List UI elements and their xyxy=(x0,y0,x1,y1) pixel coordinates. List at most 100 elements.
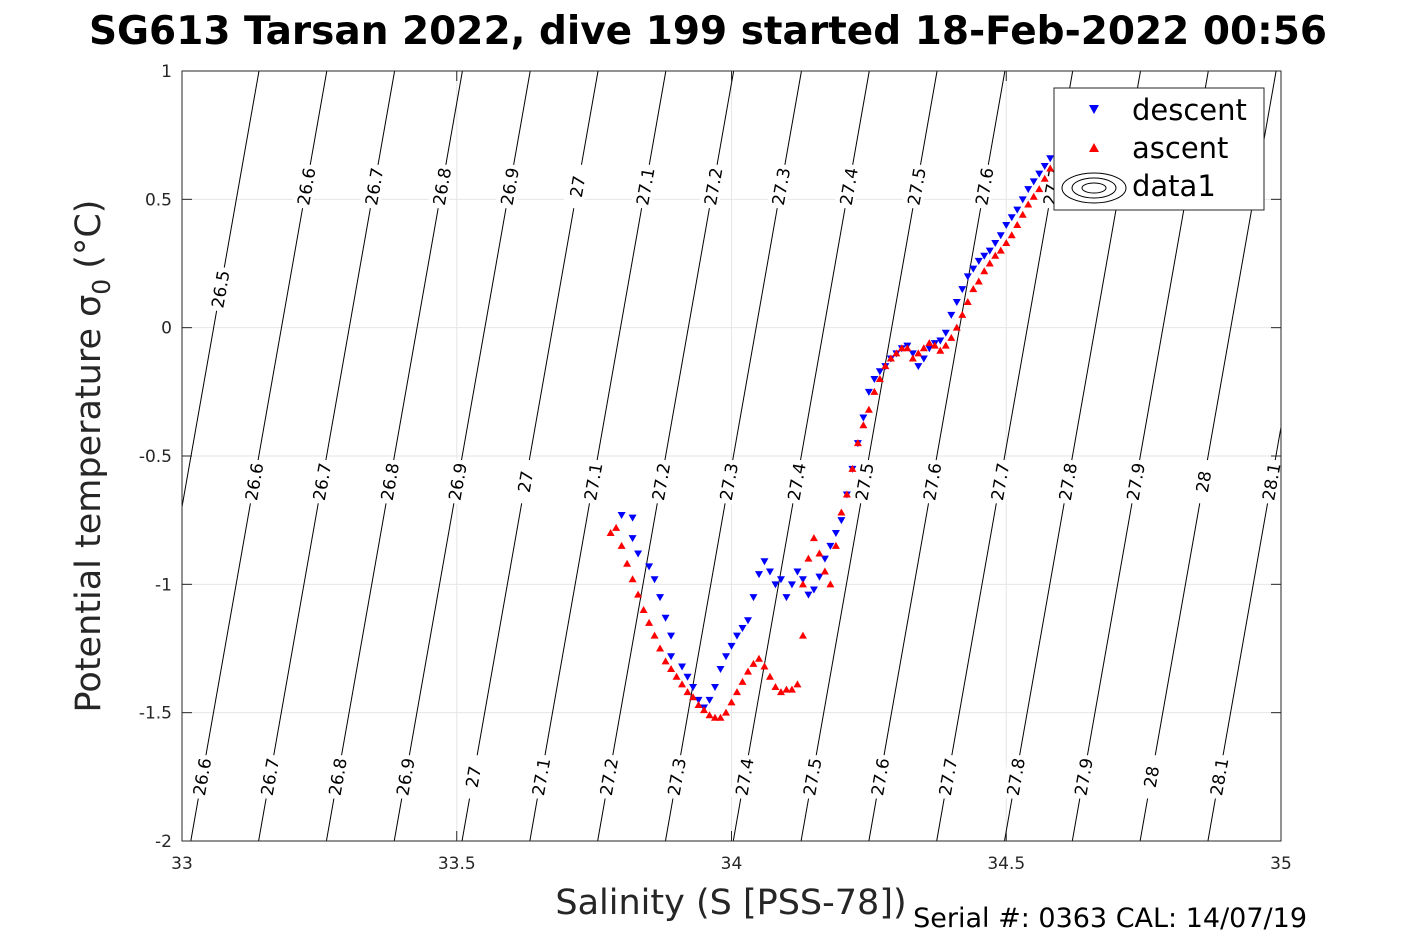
descent-point xyxy=(798,576,807,584)
ascent-point xyxy=(842,490,851,498)
ascent-point xyxy=(1007,231,1016,239)
ascent-point xyxy=(650,631,659,639)
descent-point xyxy=(760,558,769,566)
y-tick-label: 0 xyxy=(161,319,172,339)
ascent-point xyxy=(1035,185,1044,193)
descent-point xyxy=(820,555,829,563)
descent-point xyxy=(732,632,741,640)
ascent-point xyxy=(826,580,835,588)
descent-point xyxy=(1040,162,1049,170)
descent-point xyxy=(645,563,654,571)
ascent-point xyxy=(804,554,813,562)
isopycnal-label-bg xyxy=(834,162,862,210)
y-tick-label: 0.5 xyxy=(145,190,172,210)
ascent-point xyxy=(848,464,857,472)
descent-point xyxy=(870,376,879,383)
ascent-point xyxy=(738,677,747,685)
descent-point xyxy=(864,388,873,396)
ascent-point xyxy=(787,685,796,693)
ascent-point xyxy=(623,559,632,567)
descent-point xyxy=(683,673,692,681)
ascent-point xyxy=(985,259,994,267)
descent-point xyxy=(617,512,626,520)
isopycnal-label-bg xyxy=(578,458,606,505)
ascent-point xyxy=(683,688,692,696)
ascent-point xyxy=(936,346,945,354)
ascent-point xyxy=(765,672,774,680)
y-tick-label: -1 xyxy=(155,575,172,595)
descent-point xyxy=(980,252,989,260)
x-axis-ticks: 33 33.5 34 34.5 35 xyxy=(171,71,1292,874)
descent-point xyxy=(656,594,665,602)
y-axis-label-unit: (°C) xyxy=(69,200,109,269)
legend: descent ascent data1 xyxy=(1053,87,1265,211)
legend-ascent-marker xyxy=(1089,143,1099,152)
descent-point xyxy=(787,581,796,589)
descent-point xyxy=(914,363,923,371)
descent-point xyxy=(716,666,725,674)
isopycnal-label-bg xyxy=(698,162,726,210)
legend-descent-label: descent xyxy=(1132,93,1247,127)
isopycnal-label-bg xyxy=(1136,753,1165,801)
isopycnal-label-bg xyxy=(714,458,742,505)
isopycnal-label-bg xyxy=(917,458,946,505)
descent-point xyxy=(678,663,687,671)
ascent-point xyxy=(892,349,901,357)
ascent-point xyxy=(727,698,736,706)
descent-point xyxy=(749,594,758,602)
descent-point xyxy=(996,232,1005,240)
isopycnal-label-bg xyxy=(1188,458,1217,505)
y-tick-label: -1.5 xyxy=(139,704,172,724)
ascent-point xyxy=(820,567,829,575)
y-axis-label: Potential temperature σ0 (°C) xyxy=(69,200,116,713)
ascent-point xyxy=(722,708,731,716)
isopycnal-label-bg xyxy=(307,458,335,505)
descent-point xyxy=(634,550,643,558)
series-descent xyxy=(617,155,1055,712)
ascent-point xyxy=(1013,221,1022,228)
ascent-point xyxy=(705,711,714,719)
y-axis-ticks: -2 -1.5 -1 -0.5 0 0.5 1 xyxy=(139,62,1281,852)
descent-point xyxy=(958,286,967,294)
legend-ascent-label: ascent xyxy=(1132,131,1228,165)
legend-entry-descent: descent xyxy=(1089,93,1247,127)
descent-point xyxy=(947,311,956,319)
isopycnal-label-bg xyxy=(443,458,471,505)
legend-data1-label: data1 xyxy=(1132,169,1216,203)
ascent-point xyxy=(645,618,654,626)
ascent-point xyxy=(925,339,934,347)
descent-point xyxy=(831,530,840,537)
ascent-point xyxy=(711,713,720,721)
descent-point xyxy=(804,591,813,599)
isopycnal-label-bg xyxy=(359,162,387,210)
ascent-point xyxy=(980,267,989,275)
isopycnal-label-bg xyxy=(630,162,659,210)
ascent-point xyxy=(732,688,741,696)
descent-point xyxy=(727,642,736,650)
descent-point xyxy=(952,299,961,306)
descent-point xyxy=(1013,206,1022,214)
ascent-point xyxy=(617,541,626,549)
isopycnal-label: 27 xyxy=(515,469,538,494)
ascent-point xyxy=(864,405,873,413)
ascent-point xyxy=(793,680,802,688)
descent-point xyxy=(694,696,703,704)
isopycnal-label-bg xyxy=(1068,753,1097,801)
ascent-point xyxy=(1002,238,1011,246)
descent-point xyxy=(628,514,637,522)
isopycnal-label-bg xyxy=(902,162,930,210)
ascent-point xyxy=(689,693,698,701)
isopycnal-label-bg xyxy=(766,162,794,210)
ascent-point xyxy=(1040,174,1049,182)
y-tick-label: -2 xyxy=(155,832,172,852)
isopycnal-label-bg xyxy=(1121,458,1149,505)
ascent-point xyxy=(969,285,978,293)
ascent-point xyxy=(859,421,868,429)
ascent-point xyxy=(606,529,615,536)
descent-point xyxy=(837,517,846,525)
descent-point xyxy=(991,239,1000,247)
legend-data1-contour-icon xyxy=(1061,172,1127,204)
ascent-point xyxy=(903,344,912,352)
descent-point xyxy=(941,329,950,337)
